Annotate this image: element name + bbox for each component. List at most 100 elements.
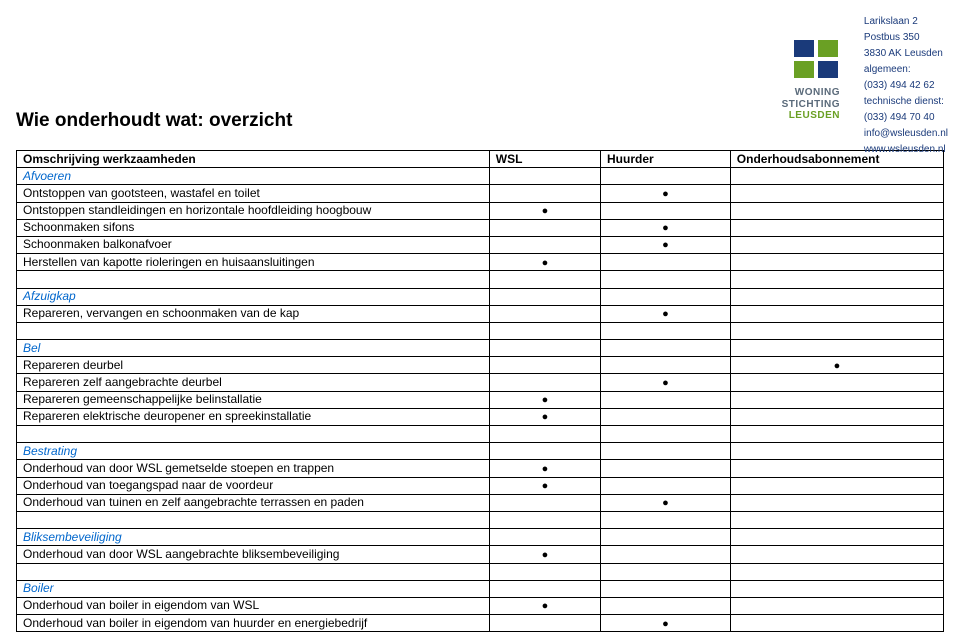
table-row: Ontstoppen standleidingen en horizontale…: [17, 202, 944, 219]
cell-huurder: ●: [601, 494, 731, 511]
section-label: Bestrating: [23, 444, 77, 458]
cell-wsl: [489, 374, 600, 391]
cell-huurder: [601, 597, 731, 614]
cell-wsl: [489, 357, 600, 374]
section-cell: Afvoeren: [17, 168, 490, 185]
contact-block: Larikslaan 2 Postbus 350 3830 AK Leusden…: [864, 14, 948, 158]
col-desc: Omschrijving werkzaamheden: [17, 151, 490, 168]
section-cell: Bestrating: [17, 443, 490, 460]
maintenance-table: Omschrijving werkzaamheden WSL Huurder O…: [16, 150, 944, 632]
bullet-icon: ●: [542, 205, 549, 217]
section-label: Afzuigkap: [23, 289, 76, 303]
bullet-icon: ●: [662, 497, 669, 509]
section-label: Bliksembeveiliging: [23, 530, 122, 544]
contact-label2: technische dienst:: [864, 94, 948, 110]
desc-cell: Schoonmaken balkonafvoer: [17, 236, 490, 253]
cell-wsl: [489, 236, 600, 253]
header: Wie onderhoudt wat: overzicht WONING STI…: [0, 0, 960, 150]
table-row: Repareren zelf aangebrachte deurbel ●: [17, 374, 944, 391]
desc-cell: Repareren elektrische deuropener en spre…: [17, 408, 490, 425]
table-row: Repareren deurbel●: [17, 357, 944, 374]
table-row: Schoonmaken sifons ●: [17, 219, 944, 236]
cell-abon: [730, 426, 943, 443]
cell-huurder: [601, 288, 731, 305]
cell-huurder: ●: [601, 219, 731, 236]
cell-huurder: [601, 322, 731, 339]
cell-abon: [730, 580, 943, 597]
section-cell: Bliksembeveiliging: [17, 529, 490, 546]
table-row: Herstellen van kapotte rioleringen en hu…: [17, 254, 944, 271]
cell-huurder: [601, 254, 731, 271]
cell-wsl: [489, 168, 600, 185]
logo-text: WONING STICHTING LEUSDEN: [782, 87, 840, 122]
table-row: Repareren, vervangen en schoonmaken van …: [17, 305, 944, 322]
contact-addr1: Larikslaan 2: [864, 14, 948, 30]
logo: WONING STICHTING LEUSDEN: [782, 40, 840, 122]
table-row: [17, 563, 944, 580]
logo-line3: LEUSDEN: [782, 110, 840, 122]
col-wsl: WSL: [489, 151, 600, 168]
cell-huurder: [601, 408, 731, 425]
cell-huurder: [601, 426, 731, 443]
bullet-icon: ●: [834, 360, 841, 372]
table-body: Afvoeren Ontstoppen van gootsteen, wastaf…: [17, 168, 944, 632]
cell-abon: [730, 219, 943, 236]
table-row: Repareren gemeenschappelijke belinstalla…: [17, 391, 944, 408]
cell-wsl: [489, 340, 600, 357]
cell-wsl: ●: [489, 597, 600, 614]
cell-abon: [730, 236, 943, 253]
desc-cell: Onderhoud van toegangspad naar de voorde…: [17, 477, 490, 494]
section-cell: Bel: [17, 340, 490, 357]
table-row: Afzuigkap: [17, 288, 944, 305]
contact-addr2: Postbus 350: [864, 30, 948, 46]
cell-abon: [730, 615, 943, 632]
cell-wsl: [489, 563, 600, 580]
cell-wsl: [489, 580, 600, 597]
cell-wsl: [489, 443, 600, 460]
cell-huurder: [601, 340, 731, 357]
cell-wsl: [489, 494, 600, 511]
bullet-icon: ●: [662, 239, 669, 251]
cell-wsl: [489, 288, 600, 305]
table-row: [17, 271, 944, 288]
cell-wsl: [489, 529, 600, 546]
table-row: Onderhoud van door WSL gemetselde stoepe…: [17, 460, 944, 477]
cell-abon: [730, 477, 943, 494]
cell-abon: [730, 271, 943, 288]
cell-abon: [730, 322, 943, 339]
page-title: Wie onderhoudt wat: overzicht: [16, 110, 292, 132]
cell-huurder: ●: [601, 305, 731, 322]
cell-huurder: ●: [601, 374, 731, 391]
cell-wsl: ●: [489, 408, 600, 425]
cell-huurder: [601, 168, 731, 185]
bullet-icon: ●: [542, 549, 549, 561]
cell-abon: [730, 391, 943, 408]
table-row: Onderhoud van toegangspad naar de voorde…: [17, 477, 944, 494]
contact-phone2: (033) 494 70 40: [864, 110, 948, 126]
desc-cell: Repareren zelf aangebrachte deurbel: [17, 374, 490, 391]
cell-abon: [730, 374, 943, 391]
bullet-icon: ●: [662, 377, 669, 389]
bullet-icon: ●: [662, 308, 669, 320]
cell-huurder: [601, 477, 731, 494]
cell-abon: [730, 546, 943, 563]
cell-abon: [730, 254, 943, 271]
cell-wsl: ●: [489, 546, 600, 563]
cell-huurder: [601, 563, 731, 580]
cell-huurder: [601, 271, 731, 288]
section-label: Bel: [23, 341, 40, 355]
table-row: Bel: [17, 340, 944, 357]
cell-wsl: [489, 305, 600, 322]
cell-huurder: [601, 202, 731, 219]
table-row: Onderhoud van boiler in eigendom van huu…: [17, 615, 944, 632]
bullet-icon: ●: [542, 463, 549, 475]
table-header-row: Omschrijving werkzaamheden WSL Huurder O…: [17, 151, 944, 168]
section-label: Afvoeren: [23, 169, 71, 183]
cell-wsl: ●: [489, 254, 600, 271]
desc-cell: Schoonmaken sifons: [17, 219, 490, 236]
cell-abon: [730, 511, 943, 528]
desc-cell: Ontstoppen van gootsteen, wastafel en to…: [17, 185, 490, 202]
cell-huurder: [601, 529, 731, 546]
cell-wsl: [489, 271, 600, 288]
cell-abon: ●: [730, 357, 943, 374]
